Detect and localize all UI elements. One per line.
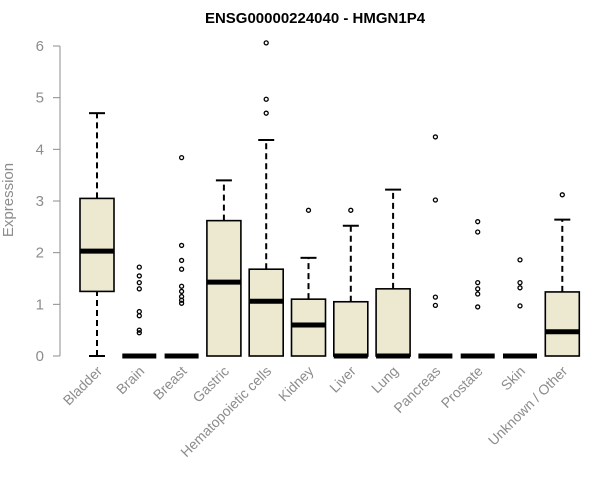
outlier-point xyxy=(263,96,269,102)
box-hematopoietic-cells xyxy=(248,40,284,357)
y-tick-label: 5 xyxy=(36,90,44,107)
x-tick-label: Liver xyxy=(326,363,359,396)
x-tick-label: Brain xyxy=(113,363,147,397)
x-tick-label: Unknown / Other xyxy=(485,363,571,449)
outlier-point xyxy=(136,264,142,270)
y-axis-label: Expression xyxy=(0,163,17,237)
box-pancreas xyxy=(418,134,453,359)
outlier-point xyxy=(432,134,439,140)
outlier-point xyxy=(136,327,142,333)
outlier-point xyxy=(136,273,142,279)
outlier-point xyxy=(178,288,185,295)
outlier-point xyxy=(136,313,142,319)
box-iqr xyxy=(79,197,115,293)
outlier-point xyxy=(178,266,185,272)
box-prostate xyxy=(460,219,495,359)
box-iqr xyxy=(544,291,581,357)
y-axis: 0 1 2 3 4 5 6 xyxy=(36,38,61,365)
y-tick-label: 3 xyxy=(36,193,44,210)
outlier-point xyxy=(517,303,523,309)
outlier-point xyxy=(475,279,481,286)
outlier-point xyxy=(517,279,523,286)
outlier-point xyxy=(136,308,142,315)
outlier-point xyxy=(475,304,481,310)
box-gastric xyxy=(206,179,242,357)
outlier-point xyxy=(178,257,185,264)
outlier-point xyxy=(348,207,354,213)
outlier-point xyxy=(517,257,523,263)
box-breast xyxy=(164,154,199,359)
box-iqr xyxy=(290,298,327,357)
x-tick-label: Lung xyxy=(368,363,401,396)
box-unknown-other xyxy=(544,192,581,357)
outlier-point xyxy=(475,219,481,225)
box-iqr xyxy=(248,268,284,357)
outlier-point xyxy=(136,279,142,286)
outlier-point xyxy=(178,300,185,306)
outlier-point xyxy=(178,283,185,289)
box-liver xyxy=(332,207,369,359)
y-tick-label: 6 xyxy=(36,38,44,55)
box-iqr xyxy=(332,300,369,357)
outlier-point xyxy=(475,291,481,297)
x-tick-label: Breast xyxy=(150,363,190,403)
outlier-point xyxy=(559,192,565,198)
outlier-point xyxy=(432,302,439,309)
outlier-point xyxy=(178,154,185,161)
outlier-point xyxy=(432,197,439,203)
outlier-point xyxy=(475,229,481,235)
box-iqr xyxy=(206,219,242,357)
boxes-layer xyxy=(79,40,581,359)
outlier-point xyxy=(475,286,481,292)
outlier-point xyxy=(178,242,185,249)
y-tick-label: 2 xyxy=(36,245,44,262)
x-tick-label: Kidney xyxy=(275,363,317,405)
y-tick-label: 0 xyxy=(36,348,44,365)
outlier-point xyxy=(136,286,142,292)
outlier-point xyxy=(136,330,142,336)
y-tick-label: 4 xyxy=(36,141,44,158)
box-brain xyxy=(122,264,157,359)
outlier-point xyxy=(263,40,269,46)
outlier-point xyxy=(178,297,185,303)
outlier-point xyxy=(517,285,523,291)
box-bladder xyxy=(79,112,115,357)
box-skin xyxy=(503,257,537,359)
x-tick-label: Pancreas xyxy=(390,363,443,416)
outlier-point xyxy=(263,110,269,116)
box-kidney xyxy=(290,207,327,357)
x-tick-label: Skin xyxy=(498,363,529,394)
box-iqr xyxy=(375,288,411,357)
outlier-point xyxy=(432,294,439,300)
x-tick-label: Bladder xyxy=(60,363,106,409)
y-tick-label: 1 xyxy=(36,296,44,313)
box-lung xyxy=(375,188,411,359)
x-tick-label: Prostate xyxy=(438,363,486,411)
chart-title: ENSG00000224040 - HMGN1P4 xyxy=(205,10,426,27)
outlier-point xyxy=(305,207,312,213)
